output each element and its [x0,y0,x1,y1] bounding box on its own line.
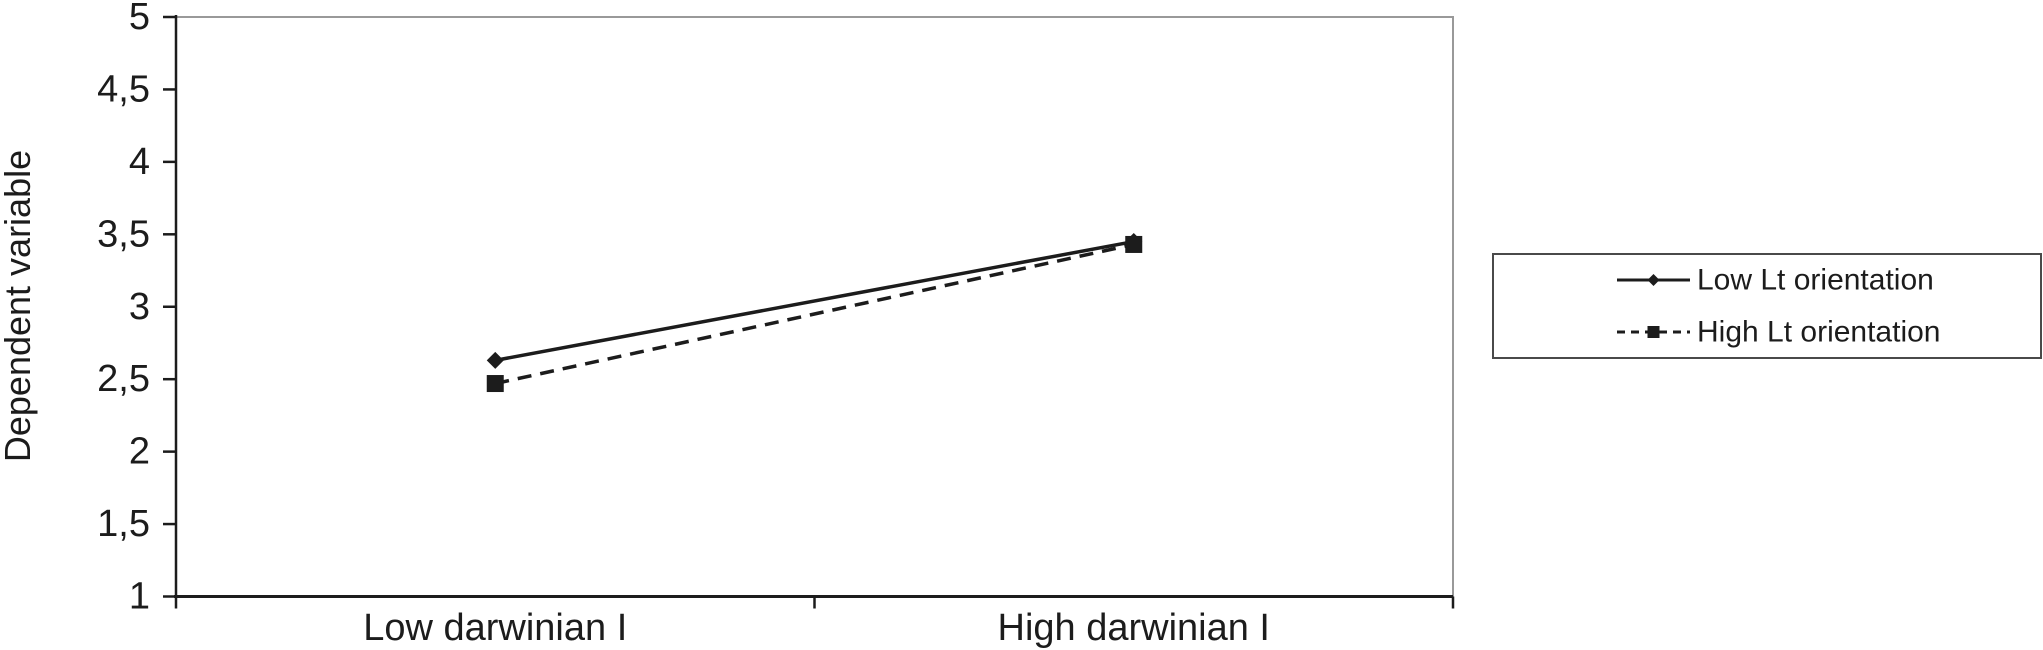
y-tick-label: 3 [129,286,150,328]
legend: Low Lt orientation High Lt orientation [1492,253,2042,359]
y-axis-title: Dependent variable [0,150,38,462]
y-tick-label: 4 [129,141,150,183]
y-tick-label: 4,5 [97,68,150,110]
series-low-lt-orientation-diamond-marker [486,351,504,369]
legend-label-low-lt-orientation: Low Lt orientation [1697,264,1934,297]
series-high-lt-orientation-square-marker [1125,235,1143,253]
y-tick-label: 1,5 [97,503,150,545]
x-axis-ticks [174,596,1455,609]
legend-low-lt-orientation-diamond-marker [1647,274,1660,286]
plot-area-border [175,16,1454,598]
y-tick-label: 2,5 [97,358,150,400]
y-axis-ticks: 5 4,5 4 3,5 3 2,5 2 1,5 1 [97,0,176,618]
data-series [486,233,1143,393]
y-tick-label: 1 [129,576,150,618]
legend-label-high-lt-orientation: High Lt orientation [1697,316,1941,349]
y-tick-label: 3,5 [97,213,150,255]
series-line-low-lt-orientation [494,239,1135,363]
y-tick-label: 5 [129,0,150,38]
series-line-high-lt-orientation [494,242,1135,386]
y-tick-label: 2 [129,431,150,473]
series-high-lt-orientation-square-marker [486,375,504,393]
x-category-label: High darwinian I [998,607,1270,649]
legend-box [1492,253,2042,359]
x-category-label: Low darwinian I [363,607,627,649]
legend-high-lt-orientation-square-marker [1647,326,1660,338]
x-axis-category-labels: Low darwinian I High darwinian I [363,607,1270,649]
